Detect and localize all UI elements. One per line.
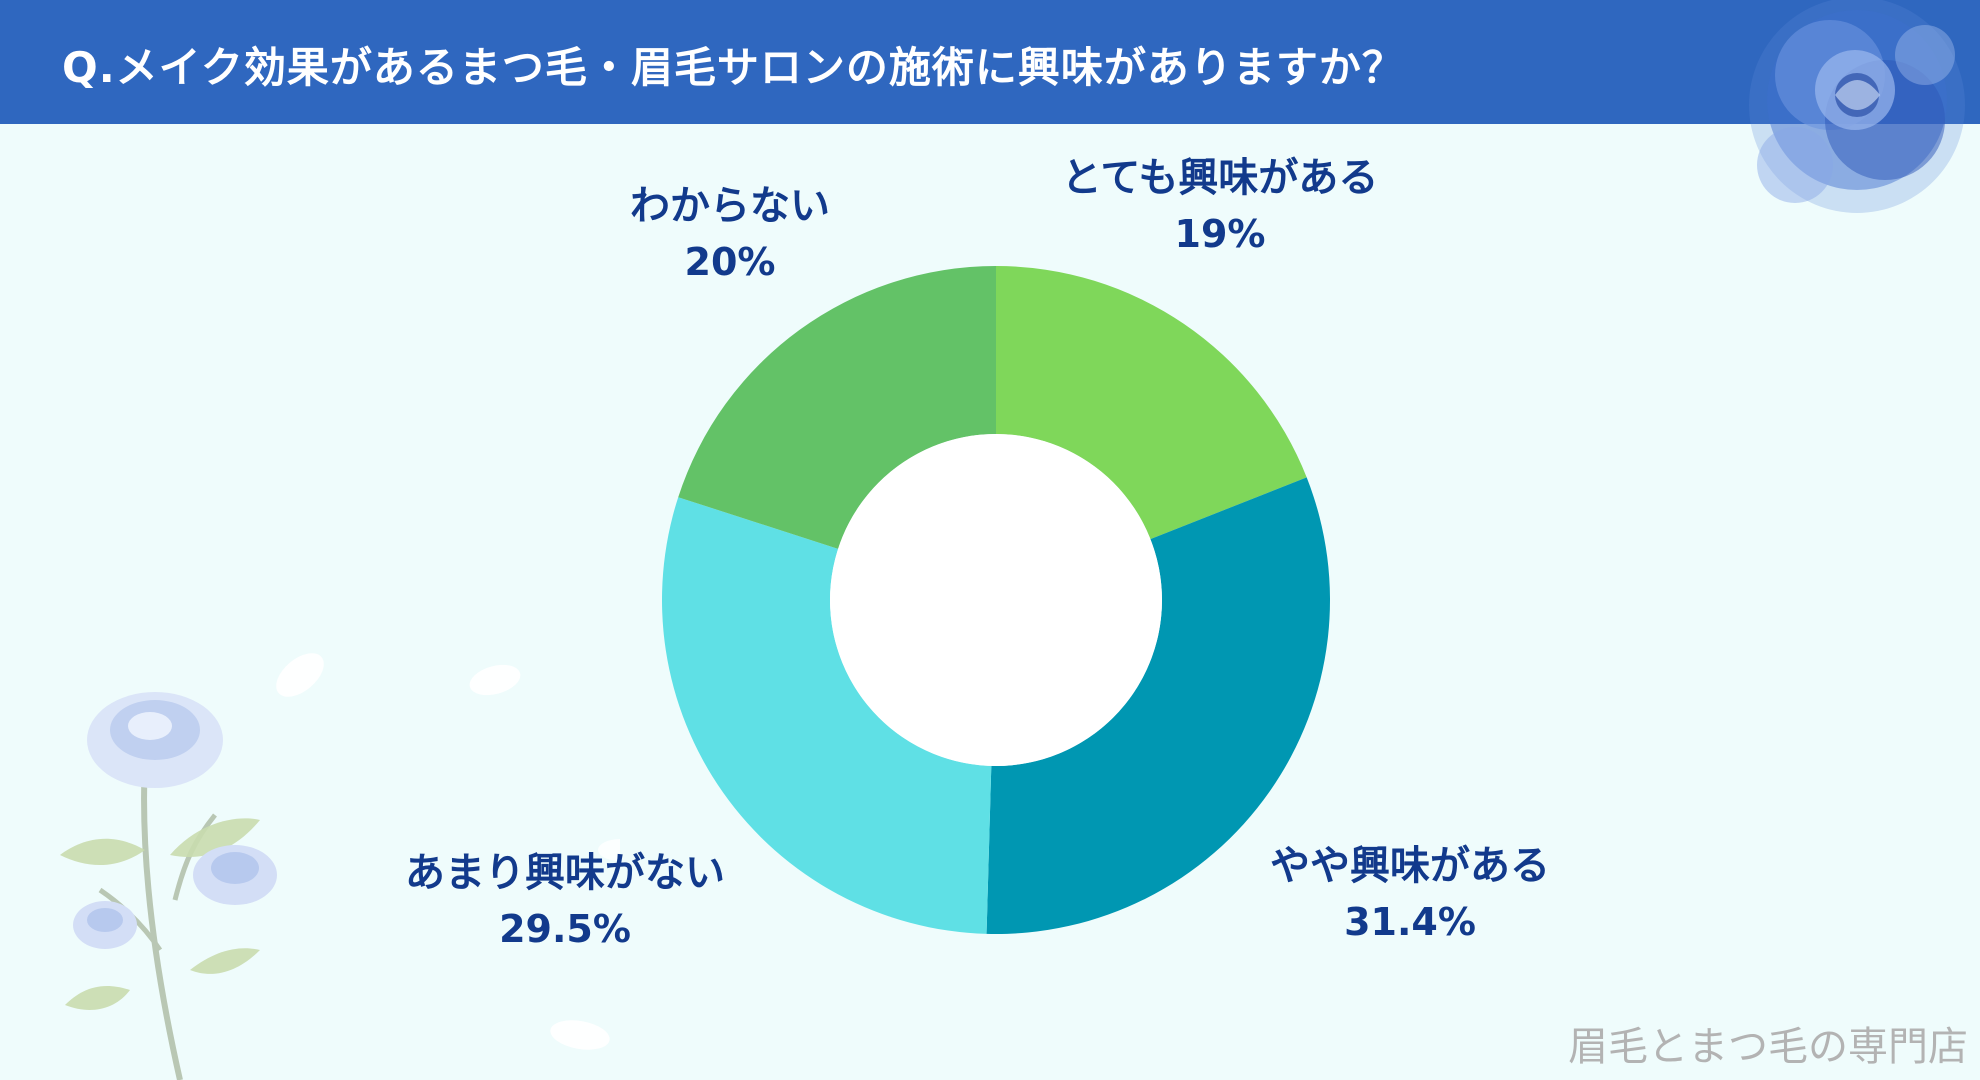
slice-label-text: あまり興味がない <box>405 850 725 896</box>
slice-label-yaya: やや興味がある 31.4% <box>1210 838 1610 950</box>
slice-label-amari: あまり興味がない 29.5% <box>365 845 765 957</box>
slice-value-text: 20% <box>684 240 776 284</box>
page-title: Q.メイク効果があるまつ毛・眉毛サロンの施術に興味がありますか？ <box>62 43 1405 92</box>
slice-value-text: 29.5% <box>499 907 631 951</box>
title-bar: Q.メイク効果があるまつ毛・眉毛サロンの施術に興味がありますか？ <box>0 0 1980 124</box>
donut-slice-1 <box>986 477 1330 934</box>
donut-slice-0 <box>996 266 1307 540</box>
blue-rose-icon <box>1749 0 1965 213</box>
slice-value-text: 31.4% <box>1344 900 1476 944</box>
slice-label-text: やや興味がある <box>1270 843 1550 889</box>
donut-hole <box>830 434 1162 766</box>
blue-rose-bouquet-icon <box>60 653 620 1080</box>
donut-slice-3 <box>678 266 996 549</box>
slice-label-text: とても興味がある <box>1061 155 1379 201</box>
donut-slice-2 <box>661 497 992 934</box>
shop-name-watermark: 眉毛とまつ毛の専門店 <box>1568 1024 1968 1070</box>
slice-label-wakaranai: わからない 20% <box>530 178 930 290</box>
slice-value-text: 19% <box>1174 212 1266 256</box>
slice-label-totemo: とても興味がある 19% <box>1020 150 1420 262</box>
slice-label-text: わからない <box>630 183 830 229</box>
